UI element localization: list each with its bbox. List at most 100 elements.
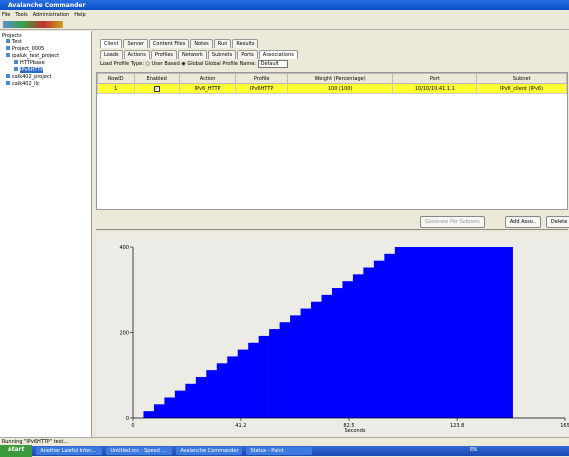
step (363, 268, 374, 418)
subtab[interactable]: Subnets (208, 50, 236, 59)
radio[interactable]: Global (187, 61, 203, 67)
menu-item[interactable]: File (2, 12, 10, 18)
step (259, 336, 270, 418)
table-cell: 100 (100) (287, 84, 392, 94)
subtab[interactable]: Actions (124, 50, 150, 59)
splitter (96, 229, 568, 231)
task-item[interactable]: Status - Paint (246, 447, 312, 455)
step (196, 377, 207, 418)
step (353, 274, 364, 418)
tab[interactable]: Content Files (149, 39, 189, 48)
subtab[interactable]: Profiles (151, 50, 177, 59)
step (290, 315, 301, 418)
step (311, 302, 322, 418)
table-cell: IPv6HTTP (236, 84, 288, 94)
tree-icon (6, 46, 10, 50)
screen: {"window":{"title":"Avalanche Commander"… (0, 0, 569, 456)
step (332, 288, 343, 418)
x-tick-label: 82.5 (343, 423, 354, 429)
task-item[interactable]: Avalanche Commander (176, 447, 242, 455)
tree-icon (14, 67, 18, 71)
tab[interactable]: Client (100, 39, 122, 48)
tree-item[interactable]: HTTPbase (14, 60, 89, 67)
y-tick-label: 400 (119, 245, 129, 251)
tree-label[interactable]: calk402_project (12, 74, 52, 80)
column-header: Subnet (477, 74, 567, 84)
label: Global Profile Name: (205, 61, 256, 67)
x-tick-label: 123.8 (450, 423, 464, 429)
x-tick-label: 0 (131, 423, 134, 429)
checkbox[interactable]: ✓ (154, 86, 160, 92)
step (217, 363, 228, 418)
tree-item[interactable]: Test (6, 39, 89, 46)
tab[interactable]: Run (214, 39, 232, 48)
step (374, 261, 385, 418)
tree-item[interactable]: Project_0005 (6, 46, 89, 53)
column-header: RowID (98, 74, 135, 84)
step (143, 411, 154, 418)
tree-icon (6, 81, 10, 85)
dropdown[interactable]: Default (258, 60, 288, 68)
tree-label[interactable]: calk402_llc (12, 81, 40, 87)
tree-label[interactable]: IPv6HTTP (20, 67, 43, 73)
step (269, 329, 280, 418)
tree-label[interactable]: Project_0005 (12, 46, 44, 52)
x-tick-label: 41.2 (235, 423, 246, 429)
step (185, 384, 196, 418)
menu-bar: File Tools Administration Help (0, 10, 569, 19)
tree-item[interactable]: IPv6HTTP (14, 67, 89, 74)
tree-item[interactable]: calk402_project (6, 74, 89, 81)
tree-label[interactable]: ipaluk_test_project (12, 53, 59, 59)
tree-icon (14, 60, 18, 64)
x-tick-label: 165 (560, 423, 569, 429)
toolbar (0, 19, 569, 30)
task-item[interactable]: Another Lawful Inter... (36, 447, 102, 455)
tab[interactable]: Server (123, 39, 147, 48)
button[interactable]: Delete Asso.. (546, 216, 569, 228)
tab[interactable]: Notes (190, 39, 212, 48)
menu-item[interactable]: Tools (15, 12, 27, 18)
tree-icon (6, 39, 10, 43)
table-cell: 1 (98, 84, 135, 94)
tree-label[interactable]: Test (12, 39, 22, 45)
button[interactable]: Generate Per Subnets (420, 216, 485, 228)
tab[interactable]: Results (232, 39, 258, 48)
column-header: Weight (Percentage) (287, 74, 392, 84)
column-header: Profile (236, 74, 288, 84)
menu-item[interactable]: Help (74, 12, 85, 18)
step (164, 397, 175, 418)
step (395, 247, 513, 418)
table-cell: IPv6_HTTP (179, 84, 235, 94)
window-title: Avalanche Commander (8, 2, 85, 9)
label: Load Profile Type: (100, 61, 144, 67)
load-profile-row: Load Profile Type: ○ User Based ◉ Global… (100, 61, 288, 70)
table-cell: 10/10/10.41.1.1 (393, 84, 477, 94)
tree-item[interactable]: calk402_llc (6, 81, 89, 88)
subtab[interactable]: Ports (237, 50, 258, 59)
step (206, 370, 217, 418)
toolbar-icons (3, 21, 63, 28)
subtab[interactable]: Loads (100, 50, 123, 59)
start-button[interactable]: start (0, 445, 32, 457)
tree-label[interactable]: HTTPbase (20, 60, 45, 66)
chart: Seconds 041.282.5123.81650200400 (96, 233, 569, 437)
taskbar: start Another Lawful Inter... Untitled.rc… (0, 446, 569, 456)
step (342, 281, 353, 418)
task-item[interactable]: Untitled.rcc - Speed ... (106, 447, 172, 455)
y-tick-label: 200 (119, 331, 129, 337)
step (154, 404, 165, 418)
column-header: Action (179, 74, 235, 84)
subtab[interactable]: Associations (259, 50, 298, 59)
subtab[interactable]: Network (178, 50, 207, 59)
menu-item[interactable]: Administration (33, 12, 70, 18)
radio[interactable]: User Based (151, 61, 179, 67)
step (238, 350, 249, 418)
step (175, 391, 186, 418)
status-bar: Running "IPv6HTTP" test... (0, 437, 569, 446)
tree-item[interactable]: ipaluk_test_project (6, 53, 89, 60)
button[interactable]: Add Asso.. (505, 216, 541, 228)
table-cell: ✓ (134, 84, 179, 94)
